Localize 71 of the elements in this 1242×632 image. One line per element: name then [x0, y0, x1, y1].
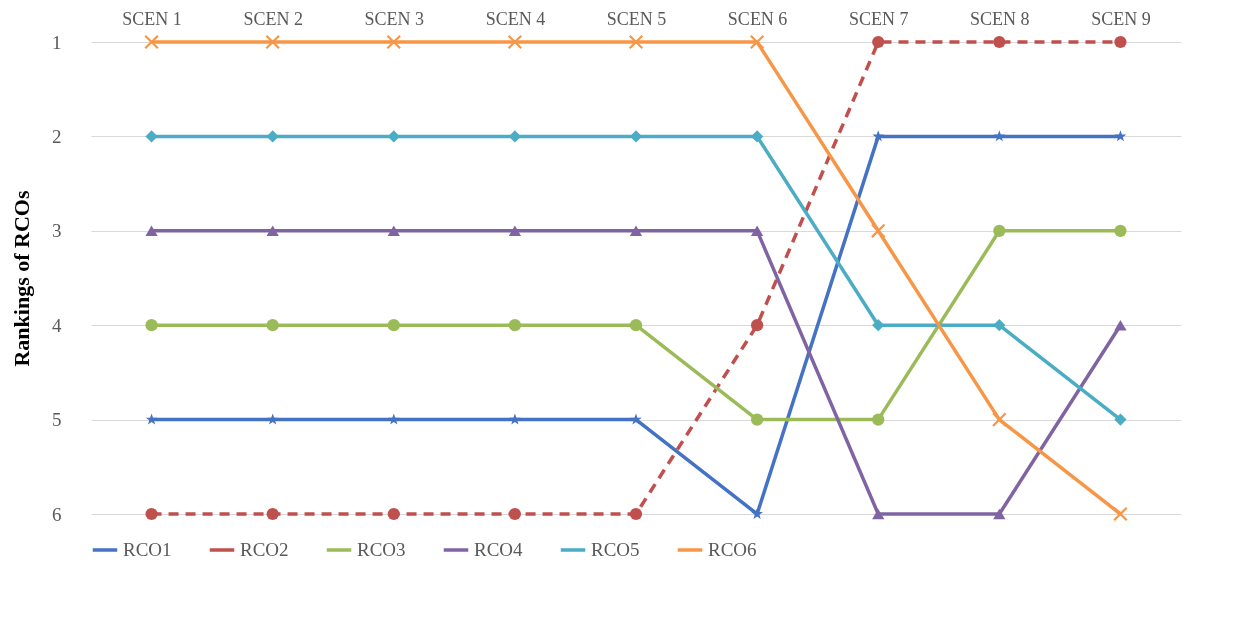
point: [266, 507, 279, 521]
point: [387, 225, 400, 237]
legend-label: RCO3: [357, 539, 406, 560]
point: [145, 319, 158, 332]
y-tick-label: 2: [52, 125, 62, 147]
y-tick-label: 3: [52, 220, 62, 242]
x-tick-label: SCEN 3: [364, 8, 425, 29]
point: [750, 413, 764, 426]
point: [750, 225, 764, 237]
x-tick-label: SCEN 4: [485, 8, 546, 29]
x-tick-label: SCEN 5: [606, 8, 667, 29]
point: [387, 413, 400, 425]
legend-label: RCO2: [240, 539, 289, 560]
point: [629, 507, 643, 521]
point: [1114, 319, 1127, 331]
point: [750, 130, 764, 143]
point: [872, 130, 885, 142]
point: [1114, 130, 1127, 142]
x-tick-label: SCEN 2: [243, 8, 303, 29]
point: [872, 35, 885, 49]
point: [993, 508, 1006, 520]
point: [629, 130, 643, 143]
point: [1114, 413, 1127, 426]
point: [993, 224, 1006, 237]
point: [386, 34, 402, 50]
point: [872, 413, 885, 426]
point: [629, 319, 643, 332]
point: [507, 34, 523, 50]
y-tick-label: 4: [52, 314, 62, 336]
point: [508, 130, 522, 143]
point: [265, 34, 281, 50]
x-tick-label: SCEN 7: [848, 8, 909, 29]
y-tick-label: 1: [52, 31, 62, 53]
x-tick-label: SCEN 9: [1091, 8, 1151, 29]
point: [145, 413, 158, 425]
point: [749, 34, 765, 50]
point: [628, 34, 644, 50]
legend-label: RCO1: [123, 539, 172, 560]
x-tick-label: SCEN 1: [122, 8, 182, 29]
point: [1114, 35, 1127, 49]
point: [145, 507, 158, 521]
point: [991, 412, 1007, 428]
point: [1114, 224, 1127, 237]
legend-label: RCO6: [708, 539, 757, 560]
legend-label: RCO5: [591, 539, 640, 560]
point: [508, 507, 522, 521]
x-tick-label: SCEN 6: [727, 8, 788, 29]
point: [144, 34, 159, 50]
y-axis-title: Rankings of RCOs: [9, 190, 34, 367]
point: [751, 507, 763, 519]
point: [387, 319, 400, 332]
point: [629, 225, 643, 237]
point: [145, 225, 158, 237]
point: [508, 319, 522, 332]
y-tick-label: 5: [52, 409, 62, 431]
legend-label: RCO4: [474, 539, 524, 560]
point: [993, 130, 1006, 142]
point: [266, 413, 279, 425]
point: [509, 413, 521, 425]
point: [872, 508, 885, 520]
point: [993, 319, 1006, 332]
point: [750, 319, 764, 332]
point: [266, 319, 279, 332]
point: [1113, 506, 1128, 522]
point: [870, 223, 886, 239]
point: [266, 225, 279, 237]
y-tick-label: 6: [52, 503, 62, 525]
point: [993, 35, 1006, 49]
point: [508, 225, 522, 237]
point: [387, 507, 400, 521]
x-tick-label: SCEN 8: [970, 8, 1030, 29]
